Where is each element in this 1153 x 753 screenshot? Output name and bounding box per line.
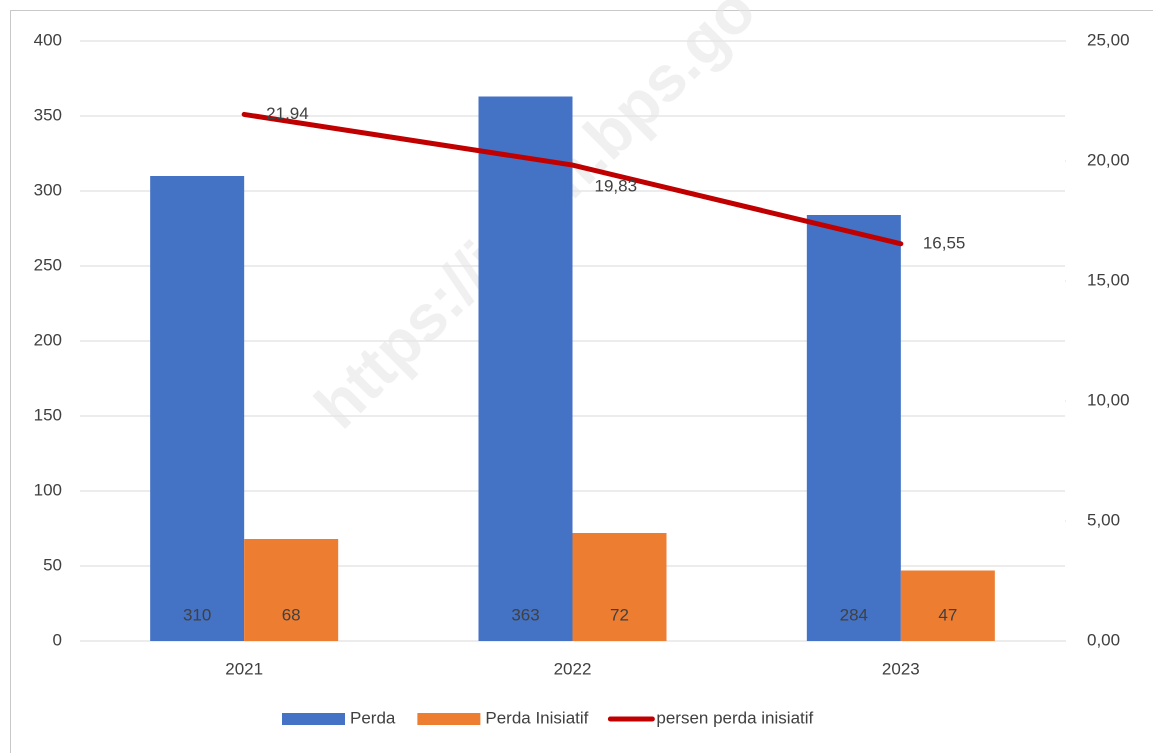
legend-swatch bbox=[417, 713, 481, 725]
bar-value-label: 284 bbox=[840, 605, 868, 624]
bar bbox=[806, 215, 901, 641]
line-value-label: 21,94 bbox=[266, 104, 309, 123]
y2-tick-label: 15,00 bbox=[1087, 270, 1130, 289]
bar bbox=[572, 533, 667, 641]
y-tick-label: 0 bbox=[53, 630, 62, 649]
legend-label: Perda bbox=[350, 708, 396, 727]
bar bbox=[150, 176, 245, 641]
legend-label: Perda Inisiatif bbox=[485, 708, 588, 727]
x-tick-label: 2022 bbox=[554, 659, 592, 678]
y-tick-label: 400 bbox=[34, 30, 62, 49]
line-series bbox=[241, 111, 904, 247]
bar-value-label: 47 bbox=[938, 605, 957, 624]
legend-swatch bbox=[282, 713, 345, 725]
y2-tick-label: 0,00 bbox=[1087, 630, 1120, 649]
y-tick-label: 350 bbox=[34, 105, 62, 124]
legend-label: persen perda inisiatif bbox=[656, 708, 813, 727]
line-value-label: 16,55 bbox=[923, 233, 966, 252]
bar bbox=[478, 96, 573, 641]
y2-tick-label: 25,00 bbox=[1087, 30, 1130, 49]
bar-value-label: 363 bbox=[511, 605, 539, 624]
bar-value-label: 72 bbox=[610, 605, 629, 624]
y-tick-label: 300 bbox=[34, 180, 62, 199]
y-tick-label: 200 bbox=[34, 330, 62, 349]
y-tick-label: 150 bbox=[34, 405, 62, 424]
y2-tick-label: 20,00 bbox=[1087, 150, 1130, 169]
bar-value-label: 310 bbox=[183, 605, 211, 624]
y-tick-label: 100 bbox=[34, 480, 62, 499]
bar-value-label: 68 bbox=[282, 605, 301, 624]
y2-tick-label: 5,00 bbox=[1087, 510, 1120, 529]
x-tick-label: 2021 bbox=[225, 659, 263, 678]
y2-tick-label: 10,00 bbox=[1087, 390, 1130, 409]
bar bbox=[244, 539, 339, 641]
bar bbox=[900, 570, 995, 641]
x-tick-label: 2023 bbox=[882, 659, 920, 678]
line-value-label: 19,83 bbox=[595, 177, 638, 196]
y-tick-label: 50 bbox=[43, 555, 62, 574]
y-tick-label: 250 bbox=[34, 255, 62, 274]
